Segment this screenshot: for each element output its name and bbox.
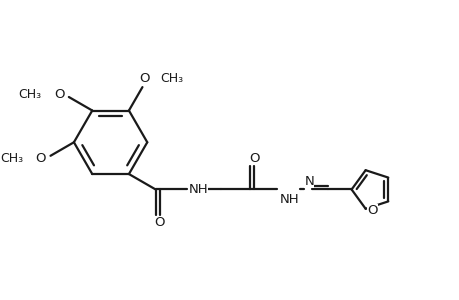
Text: O: O	[248, 152, 259, 165]
Text: NH: NH	[280, 193, 299, 206]
Text: CH₃: CH₃	[0, 152, 23, 165]
Text: NH: NH	[188, 183, 207, 196]
Text: O: O	[54, 88, 64, 100]
Text: N: N	[303, 175, 313, 188]
Text: CH₃: CH₃	[159, 72, 183, 85]
Text: O: O	[154, 216, 164, 229]
Text: O: O	[366, 204, 377, 217]
Text: O: O	[35, 152, 46, 165]
Text: O: O	[139, 72, 149, 85]
Text: CH₃: CH₃	[19, 88, 42, 100]
